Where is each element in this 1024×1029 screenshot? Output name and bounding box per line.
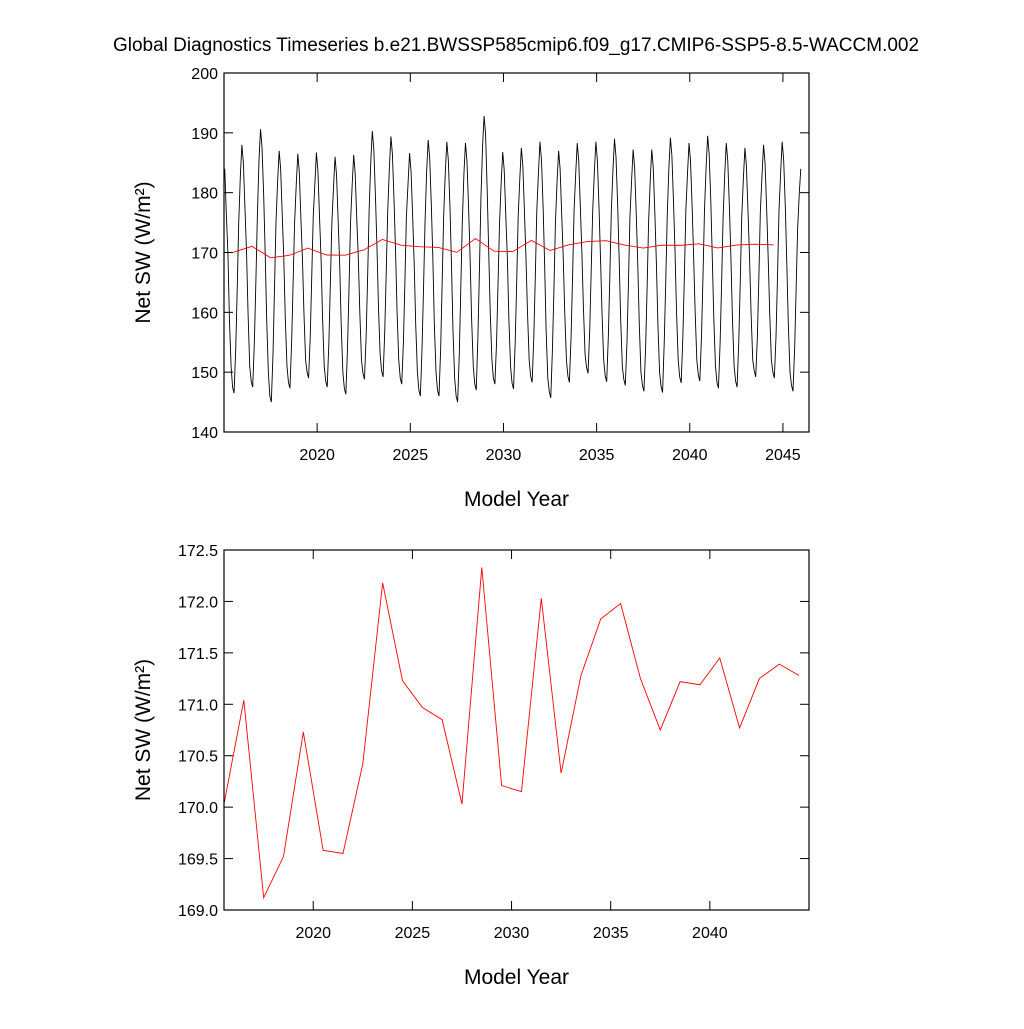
y-tick-label: 190 [191, 126, 218, 143]
x-tick-label: 2020 [299, 447, 335, 464]
series-line [224, 567, 800, 900]
y-axis-label: Net SW (W/m²) [132, 181, 155, 323]
x-tick-label: 2045 [765, 447, 801, 464]
y-tick-label: 150 [191, 365, 218, 382]
y-tick-label: 170.0 [178, 800, 218, 817]
y-tick-label: 171.0 [178, 697, 218, 714]
x-tick-label: 2030 [494, 925, 530, 942]
x-tick-label: 2025 [393, 447, 429, 464]
y-tick-label: 171.5 [178, 646, 218, 663]
y-tick-label: 140 [191, 425, 218, 442]
plot-frame [223, 72, 810, 433]
y-tick-label: 172.0 [178, 594, 218, 611]
y-axis-label: Net SW (W/m²) [132, 659, 155, 801]
x-tick-label: 2030 [486, 447, 522, 464]
y-tick-label: 170 [191, 246, 218, 263]
x-tick-label: 2025 [395, 925, 431, 942]
y-tick-label: 170.5 [178, 749, 218, 766]
plot-frame [223, 549, 810, 911]
x-tick-label: 2035 [593, 925, 629, 942]
series-line [233, 238, 774, 259]
x-tick-label: 2040 [692, 925, 728, 942]
x-tick-label: 2035 [579, 447, 615, 464]
y-tick-label: 160 [191, 305, 218, 322]
y-tick-label: 180 [191, 186, 218, 203]
chart-title: Global Diagnostics Timeseries b.e21.BWSS… [113, 35, 919, 56]
y-tick-label: 169.0 [178, 903, 218, 920]
x-tick-label: 2020 [295, 925, 331, 942]
x-axis-label: Model Year [464, 966, 569, 989]
series-line [224, 116, 802, 403]
y-tick-label: 169.5 [178, 852, 218, 869]
x-tick-label: 2040 [672, 447, 708, 464]
y-tick-label: 172.5 [178, 543, 218, 560]
x-axis-label: Model Year [464, 488, 569, 511]
y-tick-label: 200 [191, 66, 218, 83]
